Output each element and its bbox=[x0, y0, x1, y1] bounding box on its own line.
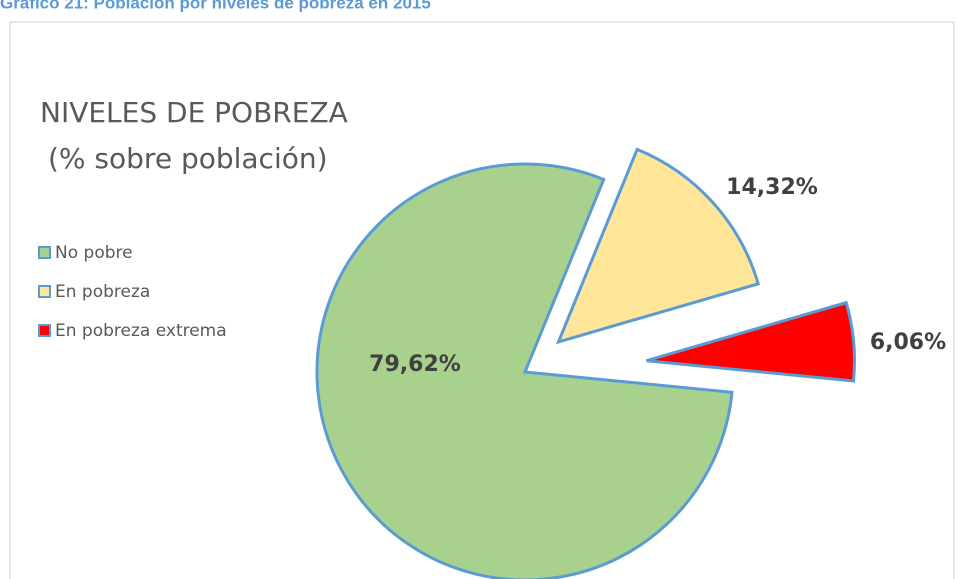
pie-slice bbox=[555, 147, 761, 345]
legend-label: En pobreza bbox=[55, 282, 150, 302]
chart-subtitle: (% sobre población) bbox=[48, 142, 328, 175]
pie-slice bbox=[315, 162, 734, 579]
data-label: 6,06% bbox=[870, 330, 946, 355]
data-label: 79,62% bbox=[369, 352, 461, 377]
header: Gráfico 21: Población por niveles de pob… bbox=[0, 0, 431, 12]
legend-swatch bbox=[38, 324, 51, 337]
pie-slice bbox=[646, 300, 856, 383]
chart-title: NIVELES DE POBREZA bbox=[40, 96, 348, 129]
legend-swatch bbox=[38, 285, 51, 298]
data-label: 14,32% bbox=[726, 175, 818, 200]
legend-label: No pobre bbox=[55, 243, 133, 263]
legend-label: En pobreza extrema bbox=[55, 321, 227, 341]
legend-swatch bbox=[38, 246, 51, 259]
